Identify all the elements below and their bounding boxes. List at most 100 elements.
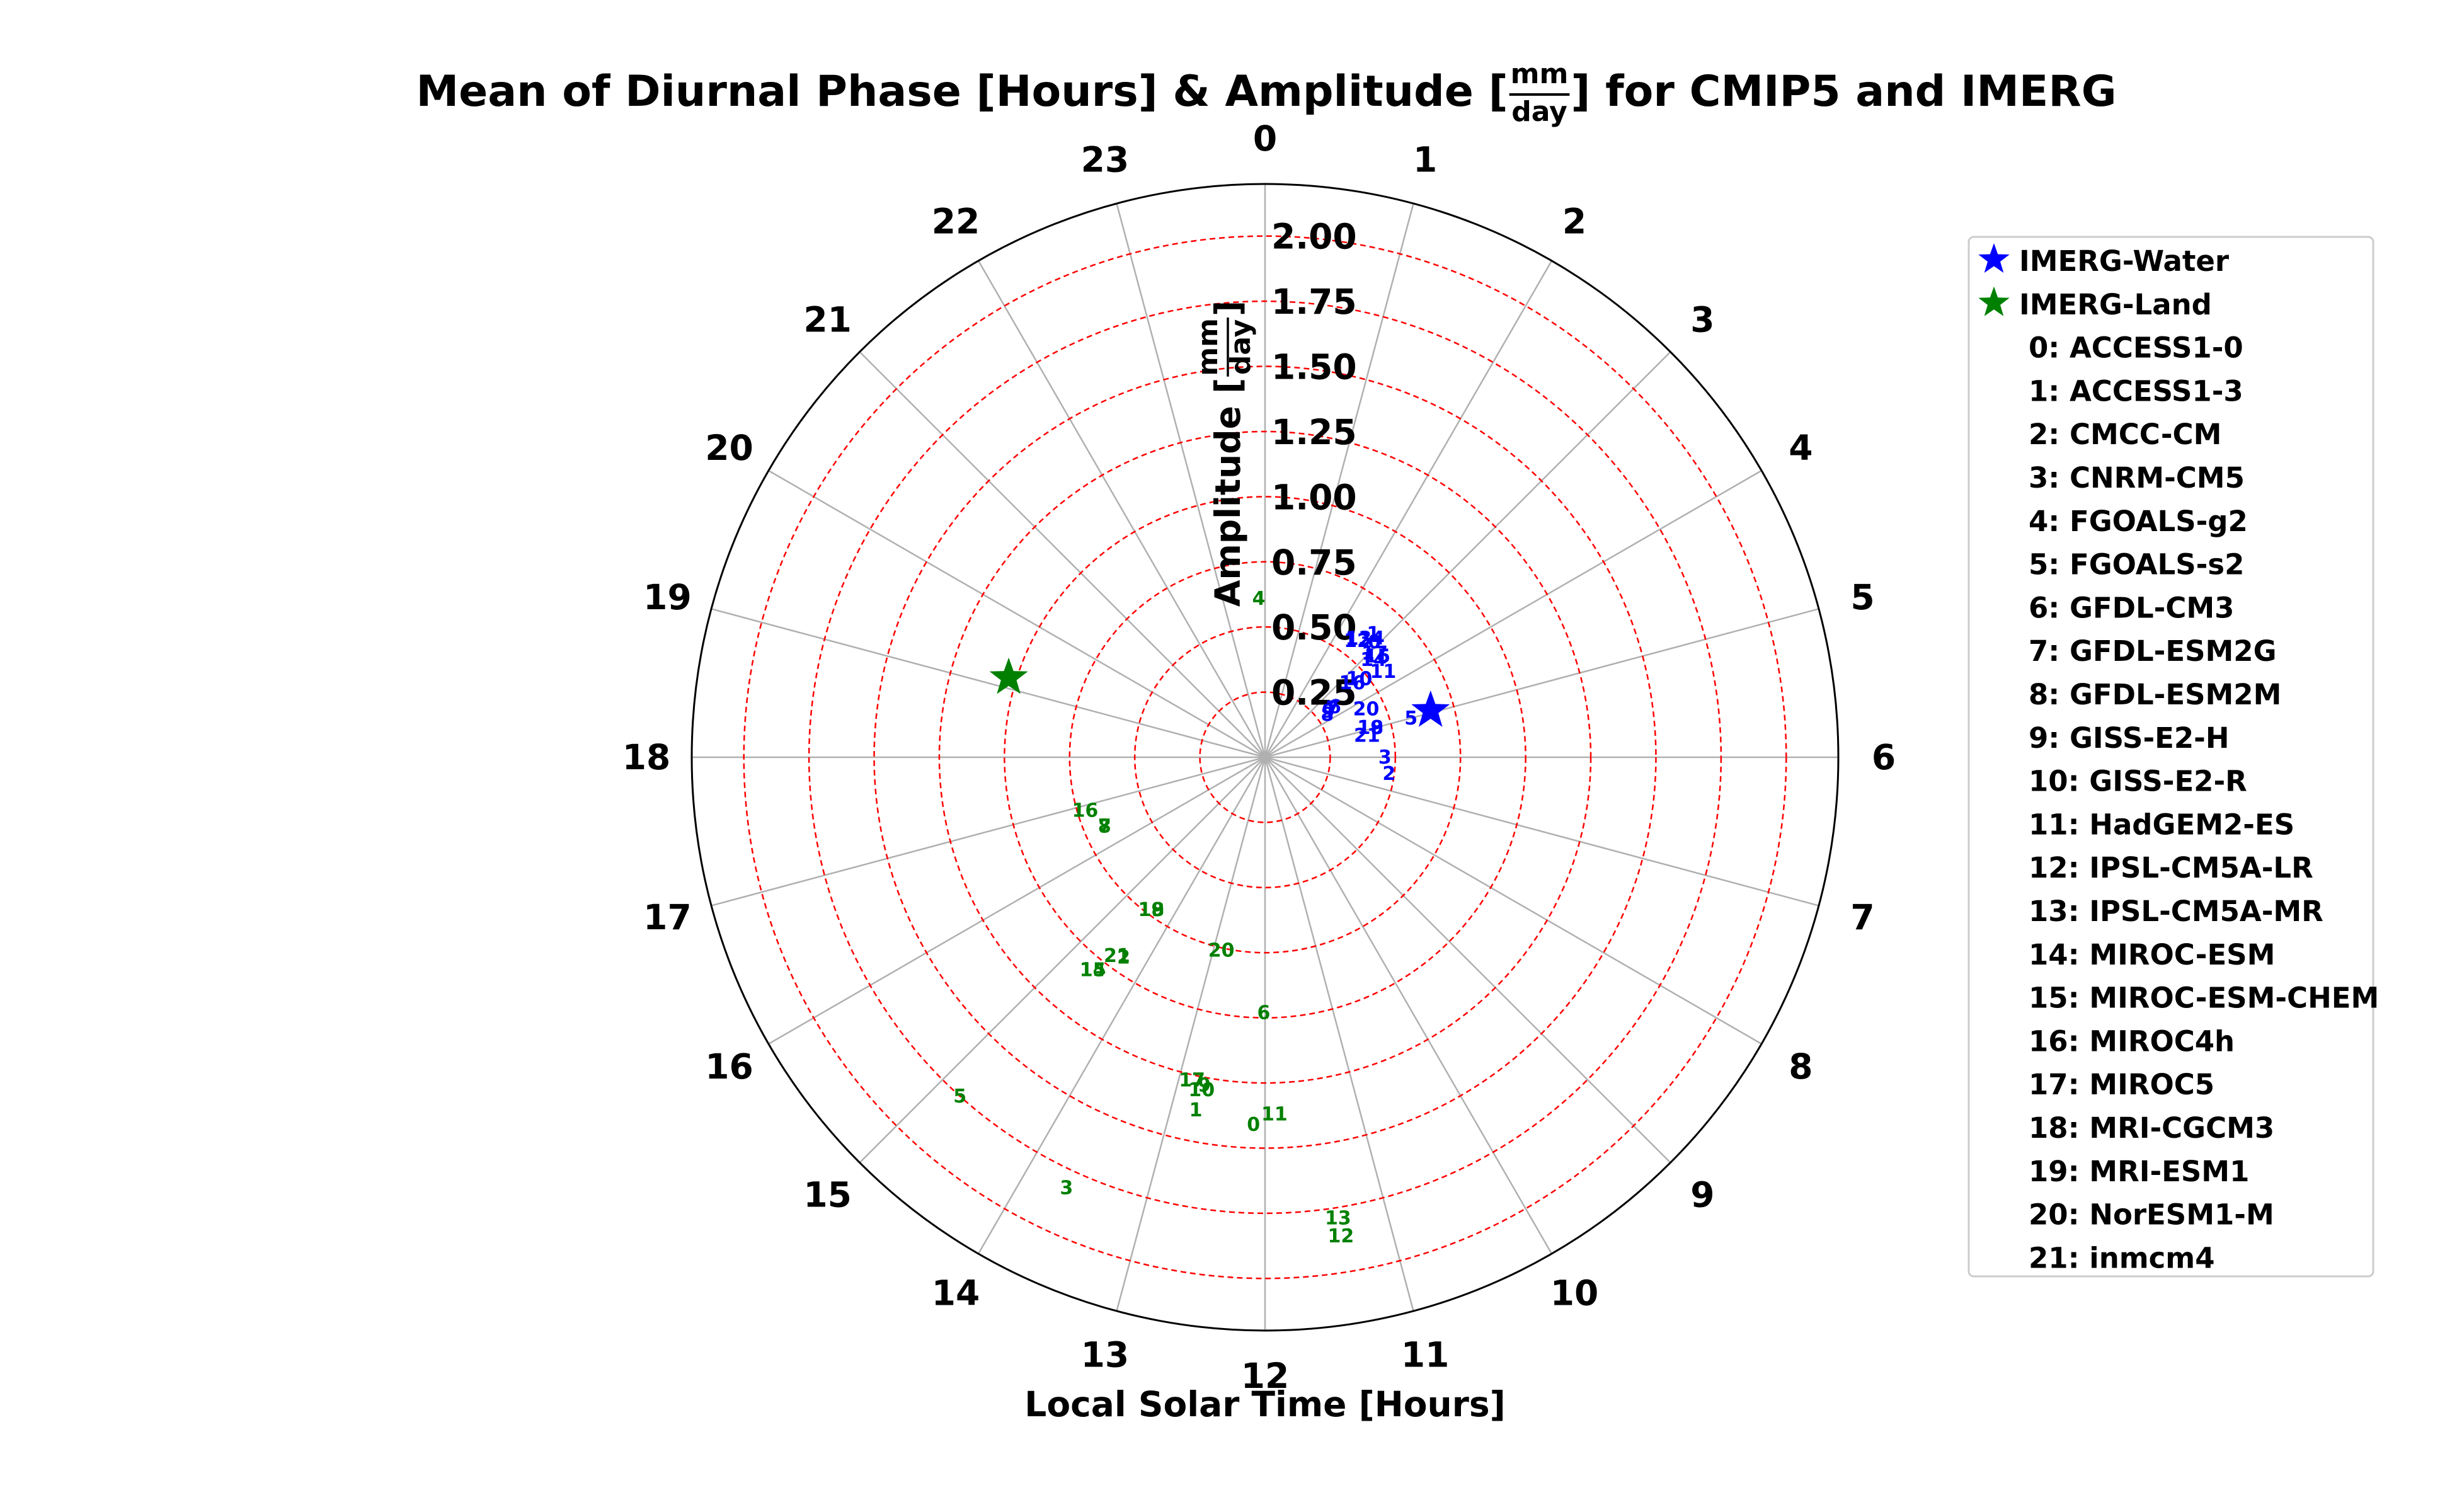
hour-tick-label: 6 xyxy=(1872,737,1896,777)
land-point-label: 4 xyxy=(1252,588,1266,610)
legend-model-entry: 20: NorESM1-M xyxy=(2029,1198,2274,1232)
legend-model-entry: 5: FGOALS-s2 xyxy=(2029,548,2244,581)
radial-gridline xyxy=(1199,691,1331,823)
land-point-label: 16 xyxy=(1072,800,1099,822)
y-axis-label-unit-denominator: day xyxy=(1225,319,1257,375)
water-point-label: 11 xyxy=(1370,661,1397,683)
legend-model-entry: 19: MRI-ESM1 xyxy=(2029,1155,2249,1188)
theta-gridline xyxy=(1264,203,1414,758)
hour-tick-label: 13 xyxy=(1081,1335,1130,1375)
legend-model-entry: 11: HadGEM2-ES xyxy=(2029,808,2294,841)
legend-model-entry: 4: FGOALS-g2 xyxy=(2029,505,2248,538)
legend-star-icon xyxy=(1978,243,2010,273)
radial-gridline xyxy=(808,300,1722,1215)
water-point-label: 3 xyxy=(1378,747,1392,769)
radial-gridline xyxy=(873,365,1657,1149)
y-axis-label-suffix: ] xyxy=(1208,301,1248,316)
theta-gridline xyxy=(768,469,1266,759)
water-point-label: 1 xyxy=(1366,623,1380,645)
hour-tick-label: 21 xyxy=(803,300,852,340)
land-point-label: 3 xyxy=(1060,1177,1073,1200)
water-point-label: 21 xyxy=(1354,725,1380,747)
theta-gridline xyxy=(1264,757,1414,1312)
theta-gridline xyxy=(977,260,1266,758)
legend-entry-label: IMERG-Land xyxy=(2019,288,2212,321)
theta-gridline xyxy=(859,351,1266,758)
imerg-star-marker xyxy=(989,657,1028,694)
water-point-label: 20 xyxy=(1353,698,1380,720)
theta-gridline xyxy=(1264,756,1819,907)
hour-tick-label: 22 xyxy=(932,202,980,242)
water-point-label: 19 xyxy=(1357,717,1383,739)
radial-tick-label: 0.50 xyxy=(1271,607,1357,648)
hour-tick-label: 19 xyxy=(643,577,692,617)
hour-tick-label: 23 xyxy=(1081,139,1130,180)
hour-tick-label: 5 xyxy=(1850,577,1874,617)
hour-tick-label: 17 xyxy=(643,897,692,937)
theta-gridline xyxy=(1116,757,1266,1312)
land-point-label: 5 xyxy=(953,1085,966,1108)
legend-model-entry: 6: GFDL-CM3 xyxy=(2029,591,2234,624)
legend-model-entry: 14: MIROC-ESM xyxy=(2029,938,2275,971)
legend-model-entry: 7: GFDL-ESM2G xyxy=(2029,634,2277,668)
hour-tick-label: 8 xyxy=(1789,1046,1813,1087)
hour-tick-label: 20 xyxy=(705,428,753,468)
land-point-label: 2 xyxy=(1117,947,1130,969)
water-point-label: 2 xyxy=(1382,763,1395,785)
water-point-label: 4 xyxy=(1372,627,1385,650)
hour-tick-label: 3 xyxy=(1690,300,1714,340)
hour-tick-label: 9 xyxy=(1690,1174,1714,1215)
radial-gridline xyxy=(743,235,1787,1280)
water-point-label: 0 xyxy=(1368,631,1381,653)
land-point-label: 0 xyxy=(1247,1114,1260,1136)
radial-gridlines xyxy=(743,235,1787,1280)
theta-gridline xyxy=(1264,756,1762,1045)
water-point-label: 18 xyxy=(1357,717,1383,739)
hour-tick-label: 14 xyxy=(932,1273,980,1313)
water-point-label: 12 xyxy=(1344,630,1370,652)
legend-model-entry: 12: IPSL-CM5A-LR xyxy=(2029,851,2313,885)
theta-gridline xyxy=(1116,203,1266,758)
land-point-label: 9 xyxy=(1198,1075,1211,1097)
radial-tick-label: 1.25 xyxy=(1271,412,1357,452)
hour-tick-label: 12 xyxy=(1241,1356,1290,1396)
land-point-label: 18 xyxy=(1138,899,1164,921)
land-point-label: 19 xyxy=(1138,899,1164,921)
chart-title-suffix: ] for CMIP5 and IMERG xyxy=(1571,67,2116,117)
water-point-label: 14 xyxy=(1360,649,1387,671)
water-point-label: 8 xyxy=(1320,704,1334,726)
legend: IMERG-Water IMERG-Land 0: ACCESS1-0 1: ACCE… xyxy=(1967,236,2379,1278)
theta-gridline xyxy=(1264,608,1819,759)
radial-gridline xyxy=(938,430,1592,1084)
water-point-label: 9 xyxy=(1322,701,1335,723)
radial-gridline xyxy=(1133,626,1397,889)
legend-star-icon xyxy=(1978,286,2010,316)
chart-title-unit-denominator: day xyxy=(1511,96,1567,128)
water-point-label: 13 xyxy=(1346,628,1372,650)
hour-tick-label: 7 xyxy=(1850,897,1874,937)
water-point-label: 15 xyxy=(1364,645,1390,667)
water-point-label: 6 xyxy=(1328,696,1341,718)
land-point-label: 15 xyxy=(1080,959,1106,982)
land-point-label: 17 xyxy=(1179,1069,1205,1091)
imerg-star-marker xyxy=(1411,690,1450,727)
legend-box xyxy=(1967,236,2374,1278)
theta-gridline xyxy=(1264,469,1762,759)
hour-tick-label: 18 xyxy=(622,737,671,777)
land-point-label: 14 xyxy=(1080,959,1106,982)
hour-tick-label: 0 xyxy=(1253,118,1277,159)
land-point-label: 20 xyxy=(1208,940,1235,962)
theta-gridline xyxy=(1264,260,1553,758)
land-point-label: 13 xyxy=(1325,1207,1351,1229)
chart-title-unit-numerator: mm xyxy=(1511,58,1569,90)
radial-tick-labels: 0.25 0.50 0.75 1.00 1.25 1.50 1.75 2.00 xyxy=(1271,217,1357,713)
radial-tick-label: 1.75 xyxy=(1271,282,1357,322)
radial-gridline xyxy=(1004,496,1526,1019)
legend-model-entry: 2: CMCC-CM xyxy=(2029,418,2221,451)
x-axis-label: Local Solar Time [Hours] xyxy=(1024,1384,1505,1424)
hour-tick-label: 16 xyxy=(705,1046,753,1087)
